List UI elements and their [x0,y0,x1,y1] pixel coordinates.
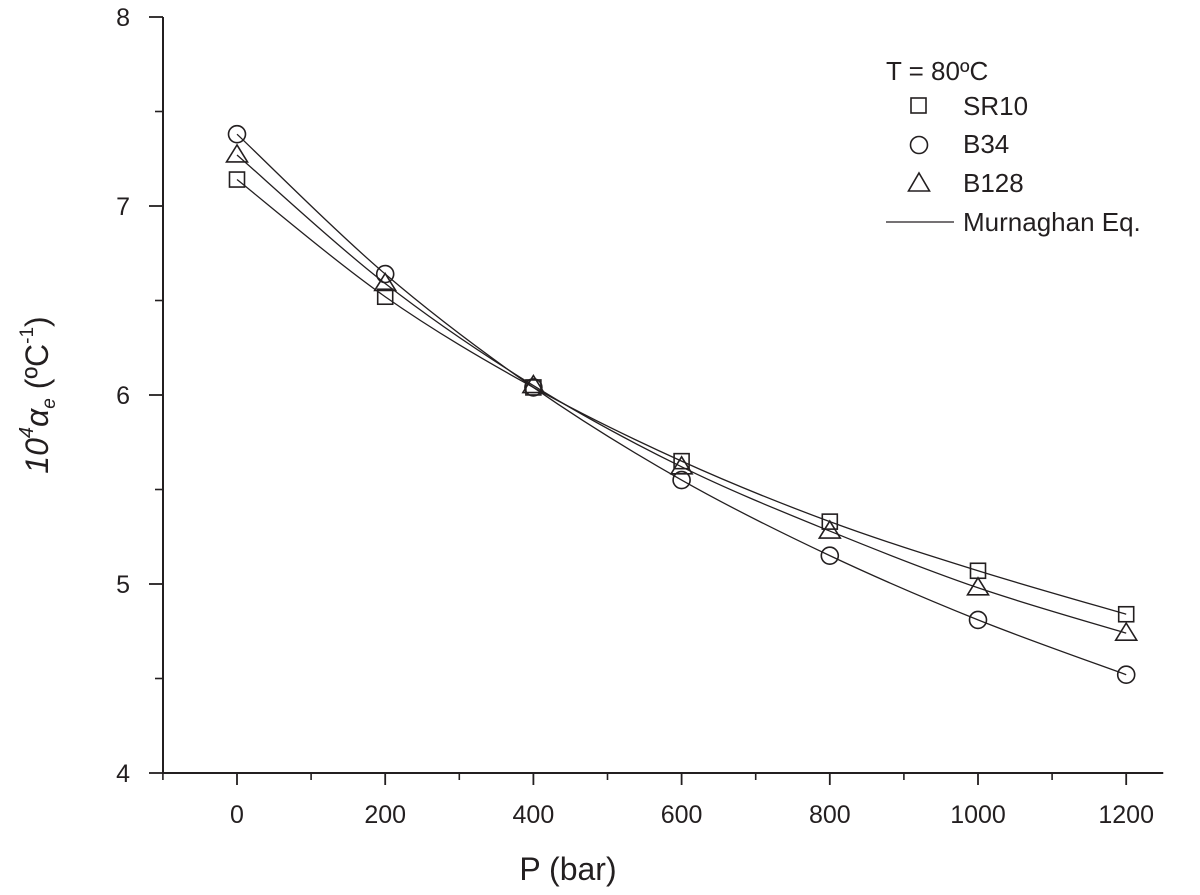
legend-label-sr10: SR10 [963,91,1028,121]
point-b128 [1114,621,1139,641]
y-tick-label: 6 [116,382,130,410]
legend-marker-square [910,97,927,114]
point-sr10 [376,288,394,306]
data-points [225,124,1139,685]
x-tick-label: 200 [364,801,406,829]
point-b128 [669,455,694,475]
point-b128 [225,143,249,163]
fit-curve-b128 [236,154,1127,634]
legend-label-b128: B128 [963,168,1024,198]
point-b128 [521,374,546,394]
y-tick-label: 5 [116,571,130,599]
legend-header: T = 80ºC [886,56,988,86]
point-b34 [672,470,691,490]
x-tick-label: 1200 [1098,801,1154,829]
point-b34 [1116,665,1136,685]
legend-marker-circle [909,135,929,155]
x-tick-label: 800 [809,801,851,829]
point-sr10 [228,171,246,188]
point-b128 [817,519,842,539]
point-b128 [966,576,990,596]
y-tick-label: 4 [116,760,130,788]
axes: 0 200 400 600 800 1000 1200 4 5 6 7 8 [116,4,1164,829]
x-tick-label: 400 [513,801,555,829]
x-tick-label: 1000 [950,801,1006,829]
x-tick-label: 0 [230,801,244,829]
point-b34 [968,610,988,630]
point-b34 [375,264,395,284]
point-b34 [227,124,247,144]
fit-curve-sr10 [236,179,1127,615]
y-tick-label: 8 [116,4,130,32]
point-sr10 [821,513,839,530]
legend-marker-triangle [907,171,931,192]
y-axis-title: 104αe (ºC-1) [16,316,60,473]
legend-label-murnaghan: Murnaghan Eq. [963,207,1141,237]
x-tick-label: 600 [661,801,703,829]
y-tick-label: 7 [116,193,130,221]
x-axis-title: P (bar) [519,851,616,887]
point-b128 [373,271,398,292]
legend-label-b34: B34 [963,129,1009,159]
point-b34 [524,378,543,397]
point-sr10 [673,452,690,470]
point-b34 [820,546,840,565]
legend: T = 80ºC SR10 B34 B128 Murnaghan Eq. [886,56,1141,237]
